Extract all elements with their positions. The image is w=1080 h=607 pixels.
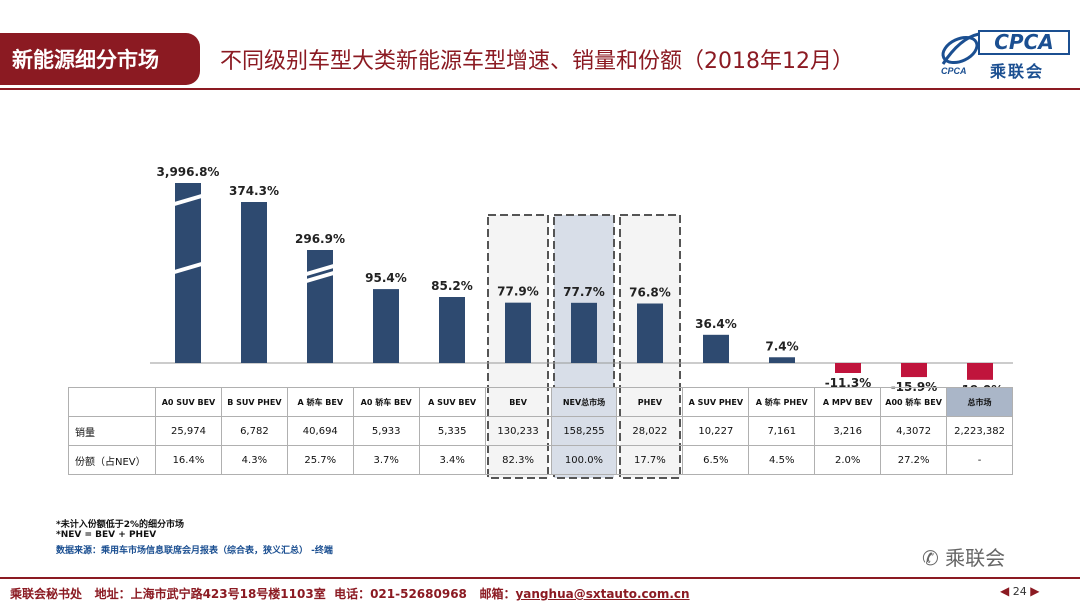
table-header-nev-: NEV总市场: [550, 387, 618, 417]
sales-cell-a-bev: 40,694: [286, 416, 354, 446]
table-row-sales-label: 销量: [68, 416, 156, 446]
bar-b-suv-phev: [241, 202, 267, 363]
bar-a-suv-phev: [703, 334, 729, 363]
table-header-phev: PHEV: [616, 387, 684, 417]
sales-cell-nev-: 158,255: [550, 416, 618, 446]
bar-phev: [637, 303, 663, 363]
sales-cell-a-phev: 7,161: [748, 416, 816, 446]
page-number: 24: [1012, 585, 1027, 598]
footer-org: 乘联会秘书处: [10, 587, 83, 601]
cpca-wordmark: CPCA: [978, 30, 1070, 55]
table-header-a-suv-phev: A SUV PHEV: [682, 387, 750, 417]
cpca-logo: CPCA CPCA 乘联会: [935, 28, 1075, 81]
table-header-a-mpv-bev: A MPV BEV: [814, 387, 882, 417]
footer-email-label: 邮箱：: [479, 587, 516, 601]
footer-contact: 乘联会秘书处 地址：上海市武宁路423号18号楼1103室 电话：021-526…: [10, 585, 690, 602]
share-cell-phev: 17.7%: [616, 445, 684, 475]
sales-cell-a0-bev: 5,933: [352, 416, 420, 446]
share-cell-a-bev: 25.7%: [286, 445, 354, 475]
table-row-sales: 销量 25,974 6,782 40,694 5,933 5,335 130,233 158,…: [68, 416, 1013, 446]
data-label-a-bev: 296.9%: [295, 232, 345, 246]
data-label-b-suv-phev: 374.3%: [229, 184, 279, 198]
table-header-a0-bev: A0 轿车 BEV: [352, 387, 420, 417]
wechat-watermark: ✆ 乘联会: [922, 542, 1005, 571]
header-divider: [0, 88, 1080, 90]
data-label-a0-suv-bev: 3,996.8%: [157, 165, 220, 179]
note-share-threshold: *未计入份额低于2%的细分市场: [56, 520, 184, 530]
sales-cell-phev: 28,022: [616, 416, 684, 446]
cpca-swirl-icon: CPCA: [941, 32, 980, 76]
share-cell-a0-suv-bev: 16.4%: [155, 445, 222, 475]
share-cell-a-suv-phev: 6.5%: [682, 445, 750, 475]
axis-break-a-bev-1: [302, 270, 338, 284]
axis-break-a0-suv-bev-1: [170, 261, 206, 275]
table-row-share: 份额（占NEV） 16.4% 4.3% 25.7% 3.7% 3.4% 82.3% 100.0…: [68, 445, 1013, 475]
table-header-a-suv-bev: A SUV BEV: [418, 387, 486, 417]
bar-a0-bev: [373, 289, 399, 363]
share-cell-a-phev: 4.5%: [748, 445, 816, 475]
sales-cell-b-suv-phev: 6,782: [220, 416, 288, 446]
share-cell-a-suv-bev: 3.4%: [418, 445, 486, 475]
table-header--: 总市场: [946, 387, 1013, 417]
wechat-name: 乘联会: [945, 546, 1006, 570]
section-tag-label: 新能源细分市场: [12, 48, 159, 72]
sales-cell-a0-suv-bev: 25,974: [155, 416, 222, 446]
footer-email-link[interactable]: yanghua@sxtauto.com.cn: [515, 587, 690, 601]
sales-cell-a-suv-bev: 5,335: [418, 416, 486, 446]
pager: ◀ 24 ▶: [1000, 584, 1039, 598]
table-header-row: A0 SUV BEV B SUV PHEV A 轿车 BEV A0 轿车 BEV A S…: [68, 387, 1013, 417]
table-header-b-suv-phev: B SUV PHEV: [220, 387, 288, 417]
table-header-a0-suv-bev: A0 SUV BEV: [155, 387, 222, 417]
data-label-a-suv-phev: 36.4%: [695, 317, 737, 331]
bar-a-phev: [769, 357, 795, 363]
footer-phone: 电话：021-52680968: [334, 587, 467, 601]
footer-address: 地址：上海市武宁路423号18号楼1103室: [94, 587, 326, 601]
cpca-cn-name: 乘联会: [990, 62, 1045, 81]
data-label-a0-bev: 95.4%: [365, 271, 407, 285]
note-nev-definition: *NEV = BEV + PHEV: [56, 530, 157, 540]
share-cell-bev: 82.3%: [484, 445, 552, 475]
bar-a0-suv-bev: [175, 183, 201, 363]
sales-cell-bev: 130,233: [484, 416, 552, 446]
data-label-a-mpv-bev: -11.3%: [825, 376, 872, 390]
footer-divider: [0, 577, 1080, 579]
table-row-share-label: 份额（占NEV）: [68, 445, 156, 475]
section-tag: 新能源细分市场: [0, 33, 200, 85]
share-cell-a00-bev: 27.2%: [880, 445, 948, 475]
svg-text:CPCA: CPCA: [941, 66, 967, 76]
bar-a-suv-bev: [439, 297, 465, 363]
sales-cell-a-mpv-bev: 3,216: [814, 416, 882, 446]
data-label-a-suv-bev: 85.2%: [431, 279, 473, 293]
data-label-nev-: 77.7%: [563, 285, 605, 299]
data-source-note: 数据来源：乘用车市场信息联席会月报表（综合表，狭义汇总） -终端: [56, 546, 333, 556]
data-label-bev: 77.9%: [497, 285, 539, 299]
share-cell-nev-: 100.0%: [550, 445, 618, 475]
next-page-icon[interactable]: ▶: [1030, 584, 1040, 598]
share-cell-a0-bev: 3.7%: [352, 445, 420, 475]
bar-bev: [505, 302, 531, 363]
data-label-phev: 76.8%: [629, 286, 671, 300]
share-cell--: -: [946, 445, 1013, 475]
table-header-bev: BEV: [484, 387, 552, 417]
table-header-row-label: [68, 387, 156, 417]
prev-page-icon[interactable]: ◀: [1000, 584, 1010, 598]
table-header-a-phev: A 轿车 PHEV: [748, 387, 816, 417]
sales-cell-a00-bev: 4,3072: [880, 416, 948, 446]
bar-nev-: [571, 302, 597, 363]
bar-a-mpv-bev: [835, 363, 861, 373]
share-cell-a-mpv-bev: 2.0%: [814, 445, 882, 475]
table-header-a-bev: A 轿车 BEV: [286, 387, 354, 417]
sales-cell--: 2,223,382: [946, 416, 1013, 446]
sales-share-table: A0 SUV BEV B SUV PHEV A 轿车 BEV A0 轿车 BEV A S…: [68, 387, 1013, 475]
axis-break-a0-suv-bev-0: [170, 193, 206, 207]
page-title: 不同级别车型大类新能源车型增速、销量和份额（2018年12月）: [220, 49, 854, 74]
axis-break-a-bev-0: [302, 263, 338, 277]
bar-a00-bev: [901, 363, 927, 378]
share-cell-b-suv-phev: 4.3%: [220, 445, 288, 475]
sales-cell-a-suv-phev: 10,227: [682, 416, 750, 446]
data-label-a-phev: 7.4%: [765, 339, 798, 353]
bar--: [967, 363, 993, 380]
table-header-a00-bev: A00 轿车 BEV: [880, 387, 948, 417]
wechat-icon: ✆: [922, 546, 946, 570]
